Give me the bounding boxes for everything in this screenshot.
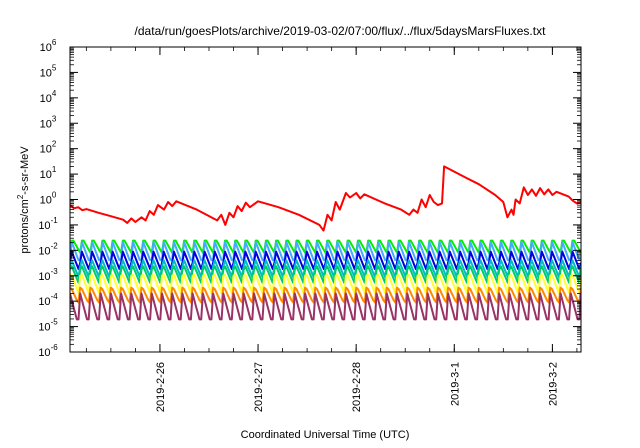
x-tick-label: 2019-2-28 [351,362,363,412]
x-tick-label: 2019-2-26 [155,362,167,412]
y-tick-label: 10-4 [38,292,58,308]
y-tick-label: 105 [40,63,57,79]
flux-series-line-4 [70,259,581,278]
x-ticks: 2019-2-26 2019-2-27 2019-2-28 2019-3-1 2019-… [85,47,578,412]
main-flux-series-line [70,165,581,232]
flux-series-line-5 [70,265,581,284]
x-axis-label: Coordinated Universal Time (UTC) [241,429,410,441]
series-layer [70,165,581,321]
y-tick-label: 10-3 [38,267,58,283]
x-tick-label: 2019-3-1 [449,362,461,406]
y-tick-label: 106 [40,38,57,54]
chart-title: /data/run/goesPlots/archive/2019-03-02/0… [135,24,547,38]
flux-series-line-8 [70,292,581,321]
y-tick-label: 101 [40,165,57,181]
y-tick-label: 100 [40,191,57,207]
y-tick-label: 10-1 [38,216,58,232]
x-tick-label: 2019-3-2 [547,362,559,406]
y-tick-label: 10-5 [38,318,58,334]
y-tick-label: 103 [40,114,57,130]
y-tick-label: 10-2 [38,241,58,257]
y-axis-label: protons/cm2-s-sr-MeV [16,146,31,254]
y-tick-label: 10-6 [38,343,58,359]
x-tick-label: 2019-2-27 [253,362,265,412]
flux-series-line-7 [70,286,581,304]
y-ticks: 10-6 10-5 10-4 10-3 10-2 10-1 100 101 102 103 104 1… [38,38,581,359]
flux-series-line-6 [70,273,581,295]
y-tick-label: 104 [40,89,57,105]
y-tick-label: 102 [40,140,57,156]
